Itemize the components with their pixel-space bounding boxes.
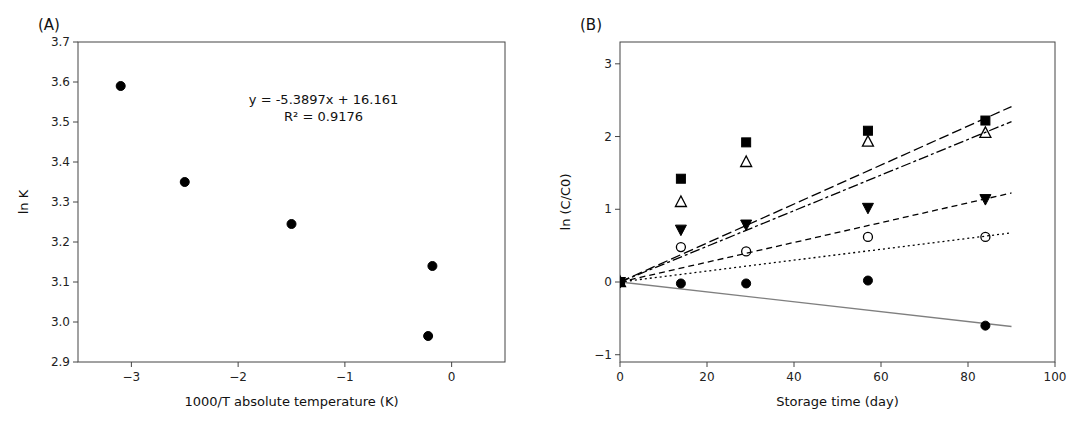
point xyxy=(863,126,872,135)
tick-label: −1 xyxy=(594,348,612,362)
tick xyxy=(620,362,621,367)
y-axis-label: ln K xyxy=(16,189,31,214)
tick xyxy=(73,42,78,43)
fit-line xyxy=(620,233,1012,282)
tick-label: 3.1 xyxy=(51,275,70,289)
tick xyxy=(238,362,239,367)
tick-label: 3.0 xyxy=(51,315,70,329)
panel-title: (A) xyxy=(38,16,60,34)
tick xyxy=(615,282,620,283)
annotation: R² = 0.9176 xyxy=(284,109,363,124)
point xyxy=(980,195,991,206)
point xyxy=(424,332,433,341)
tick xyxy=(73,362,78,363)
tick-label: 3.4 xyxy=(51,155,70,169)
point xyxy=(180,178,189,187)
plot-frame xyxy=(78,42,505,362)
point xyxy=(428,262,437,271)
point xyxy=(981,321,990,330)
point xyxy=(676,174,685,183)
panel-title: (B) xyxy=(580,16,602,34)
tick xyxy=(73,282,78,283)
panel: 0 20 40 60 80 100 −1 0 1 2 3 Storage time (day) ln (… xyxy=(558,16,1066,409)
tick-label: 2.9 xyxy=(51,355,70,369)
tick-label: 100 xyxy=(1044,370,1067,384)
tick-label: 60 xyxy=(873,370,888,384)
tick xyxy=(73,122,78,123)
tick-label: 3.7 xyxy=(51,35,70,49)
fit-line xyxy=(620,122,1012,282)
point xyxy=(863,276,872,285)
point xyxy=(620,278,625,287)
fit-line xyxy=(620,193,1012,282)
tick-label: 1 xyxy=(604,202,612,216)
tick-label: −1 xyxy=(336,370,354,384)
tick xyxy=(615,136,620,137)
tick xyxy=(131,362,132,367)
point xyxy=(620,278,626,289)
point xyxy=(620,278,625,287)
point xyxy=(676,279,685,288)
tick xyxy=(968,362,969,367)
tick-label: 3.5 xyxy=(51,115,70,129)
fit-line xyxy=(620,107,1012,282)
y-axis-label: ln (C/C0) xyxy=(558,174,573,231)
tick-label: 3.2 xyxy=(51,235,70,249)
tick xyxy=(73,82,78,83)
tick xyxy=(615,209,620,210)
point xyxy=(741,156,752,167)
tick-label: 80 xyxy=(960,370,975,384)
point xyxy=(862,203,873,214)
x-axis-label: 1000/T absolute temperature (K) xyxy=(184,394,398,409)
chart: −3 −2 −1 0 2.9 3.0 3.1 3.2 3.3 3.4 3.5 3.6 3.7 1000/T… xyxy=(0,0,1082,430)
point xyxy=(863,232,872,241)
x-axis-label: Storage time (day) xyxy=(776,394,899,409)
tick xyxy=(344,362,345,367)
fit-line xyxy=(620,282,1012,327)
point xyxy=(981,116,990,125)
tick xyxy=(615,354,620,355)
tick xyxy=(1055,362,1056,367)
tick xyxy=(794,362,795,367)
tick-label: 0 xyxy=(604,275,612,289)
point xyxy=(742,138,751,147)
point xyxy=(620,278,625,287)
point xyxy=(287,220,296,229)
tick xyxy=(73,242,78,243)
tick xyxy=(73,162,78,163)
tick-label: 40 xyxy=(786,370,801,384)
tick-label: −3 xyxy=(123,370,141,384)
plot-area xyxy=(620,107,1012,331)
tick xyxy=(615,63,620,64)
point xyxy=(675,225,686,236)
panel: −3 −2 −1 0 2.9 3.0 3.1 3.2 3.3 3.4 3.5 3.6 3.7 1000/T… xyxy=(16,16,505,409)
tick-label: 0 xyxy=(616,370,624,384)
tick xyxy=(881,362,882,367)
point xyxy=(676,243,685,252)
tick-label: 2 xyxy=(604,130,612,144)
plot-frame xyxy=(620,42,1055,362)
point xyxy=(980,127,991,138)
tick-label: 3.3 xyxy=(51,195,70,209)
tick xyxy=(73,322,78,323)
point xyxy=(981,232,990,241)
tick xyxy=(707,362,708,367)
point xyxy=(741,220,752,231)
tick xyxy=(73,202,78,203)
tick-label: 3 xyxy=(604,57,612,71)
tick-label: 3.6 xyxy=(51,75,70,89)
tick-label: 0 xyxy=(448,370,456,384)
point xyxy=(742,247,751,256)
point xyxy=(116,82,125,91)
point xyxy=(675,196,686,207)
point xyxy=(742,279,751,288)
annotation: y = -5.3897x + 16.161 xyxy=(249,92,398,107)
tick-label: 20 xyxy=(699,370,714,384)
tick-label: −2 xyxy=(229,370,247,384)
point xyxy=(862,136,873,147)
plot-area xyxy=(116,82,437,341)
tick xyxy=(451,362,452,367)
